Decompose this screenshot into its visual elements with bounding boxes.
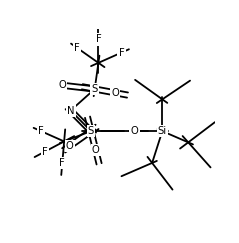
Text: S: S	[88, 126, 94, 136]
Text: Si: Si	[158, 126, 167, 136]
Text: F: F	[38, 126, 44, 136]
Text: F: F	[60, 158, 65, 168]
Text: F: F	[119, 48, 125, 58]
Text: O: O	[92, 145, 99, 155]
Text: F: F	[96, 35, 101, 44]
Text: O: O	[58, 80, 66, 90]
Text: S: S	[92, 84, 98, 94]
Text: O: O	[111, 88, 119, 98]
Text: F: F	[42, 147, 48, 157]
Text: N: N	[67, 105, 74, 116]
Text: O: O	[131, 126, 138, 136]
Text: F: F	[74, 43, 80, 53]
Text: O: O	[66, 141, 74, 151]
